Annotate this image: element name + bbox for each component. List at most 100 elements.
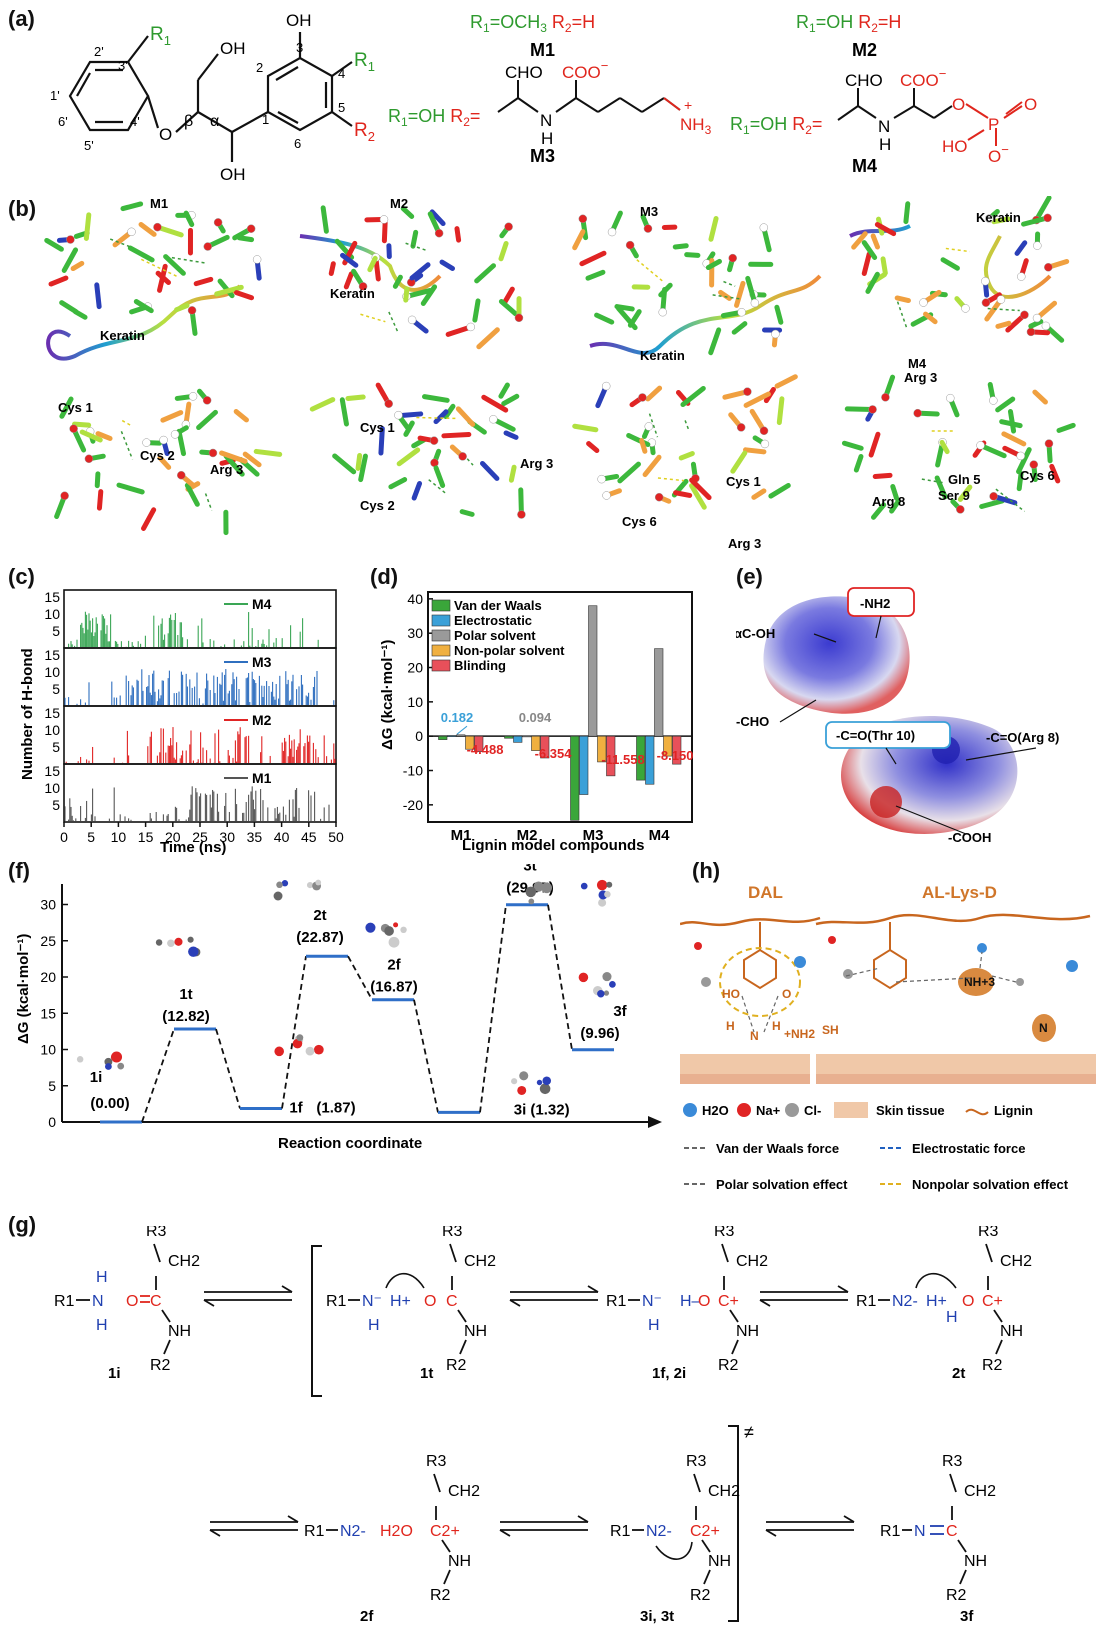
frag-r2: R2 [946,1587,967,1604]
eq-arrow-forward-head [281,1285,293,1293]
molecule-atom [208,448,218,458]
eq-arrow-back-head [209,1529,221,1537]
frag-ch2: CH2 [448,1483,480,1500]
hbond-xtick: 35 [247,829,263,845]
m3-coo: COO− [562,58,608,82]
hbond-ytick: 5 [52,681,60,697]
molecule-bond [1016,447,1032,475]
m4-substituents: R1=OH R2= [730,114,822,137]
molecule-atom [578,214,588,224]
r1-3i: R1 [610,1523,631,1540]
energy-category: M2 [517,827,538,844]
molecule-bond [44,237,64,252]
profile-ytick: 25 [40,933,56,949]
molecule-bond [253,448,283,457]
energy-bar [522,735,532,738]
svg-text:Arg 3: Arg 3 [210,462,243,477]
molecule-bond [957,484,973,502]
molecule-bond [355,453,363,471]
hbond-ytick: 15 [44,763,60,779]
molecule-bond [79,429,103,443]
interaction-line [657,477,684,482]
panel-label-g: (g) [8,1212,37,1237]
molecule-bond [339,397,349,427]
molecule-bond [116,482,145,495]
n-2t: N2- [892,1293,918,1310]
energy-legend-swatch [431,629,451,642]
molecule-bond [861,240,878,261]
panel-b-docking: M1 Keratin M2 Keratin M3 Keratin Keratin… [44,196,1076,551]
profile-molecule-atom [604,891,611,898]
allysd-n: N [1039,1021,1048,1035]
m3-name: M3 [530,146,555,166]
profile-ytick: 0 [48,1114,56,1130]
interaction-line [995,488,1026,513]
profile-molecule-atom [306,881,314,889]
hbond-xtick: 20 [165,829,181,845]
m4-ho: HO [942,137,968,156]
interaction-line [121,419,131,426]
n-3f: N [914,1523,926,1540]
interaction-line [896,301,909,331]
profile-molecule-atom [596,879,608,891]
energy-bar [513,735,523,743]
molecule-bond [72,309,88,320]
frag-nh: NH [464,1323,487,1340]
profile-molecule-atom [111,1051,123,1063]
o-1i: O [126,1293,138,1310]
molecule-bond [689,477,712,501]
energy-chart-frame [427,591,693,823]
hbond-series-name: M4 [252,596,272,612]
mechanism-bond [441,1539,451,1553]
m1-substituents: R1=OCH3 R2=H [470,12,595,35]
hbond-xlabel: Time (ns) [160,839,226,856]
energy-ytick: 40 [407,591,423,607]
energy-bar [579,735,589,795]
molecule-atom [170,430,180,439]
panel-label-f: (f) [8,858,30,883]
molecule-bond [481,394,509,413]
hbond-xtick: 15 [138,829,154,845]
profile-molecule-atom [536,1079,543,1086]
svg-text:2: 2 [256,60,263,75]
profile-molecule-thumbnails [76,879,616,1095]
molecule-atom [177,470,186,480]
molecule-bond [708,327,722,356]
molecule-atom [213,218,223,227]
m4-h: H [879,135,891,154]
molecule-bond [236,235,255,243]
molecule-atom [981,298,991,307]
energy-category: M4 [649,827,670,844]
frag-r3: R3 [442,1226,463,1240]
frag-c: C+ [982,1293,1003,1310]
molecule-bond [72,421,92,428]
m3-substituents: R1=OH R2= [388,106,480,129]
profile-molecule-atom [384,926,394,936]
svg-text:1: 1 [262,112,269,127]
molecule-bond [684,252,701,258]
m2-name: M2 [852,40,877,60]
interaction-line [360,313,386,323]
profile-connector [281,956,307,1109]
energy-ytick: 10 [407,694,423,710]
m4-n: N [878,117,890,136]
molecule-bond [59,396,74,419]
m3-n: N [540,111,552,130]
energy-annotations: 0.182 0.094 -4.488 -6.354 -11.558 -8.150 [441,710,694,767]
molecule-bond [743,391,771,408]
molecule-atom [142,438,151,447]
molecule-bond [1049,463,1061,484]
interaction-line [405,242,427,252]
molecule-atom [407,315,417,325]
molecule-bond [939,439,950,455]
molecule-bond [579,250,607,267]
molecule-atom [961,304,970,313]
molecule-bond [940,257,960,271]
legend-polar: Polar solvation effect [716,1177,848,1192]
panel-a-structures: R1 OH OH O β α OH R1 R2 2' 1' 6' 5' 4' 3… [50,11,1037,184]
energy-bar [597,735,607,763]
molecule-atom [1016,451,1025,461]
molecule-bond [421,394,450,403]
profile-state-name: 2t [313,907,326,924]
panel-e-esp-surfaces: αC-OH -NH2 -CHO -C=O(Thr 10) -C=O(Arg 8)… [736,587,1059,845]
